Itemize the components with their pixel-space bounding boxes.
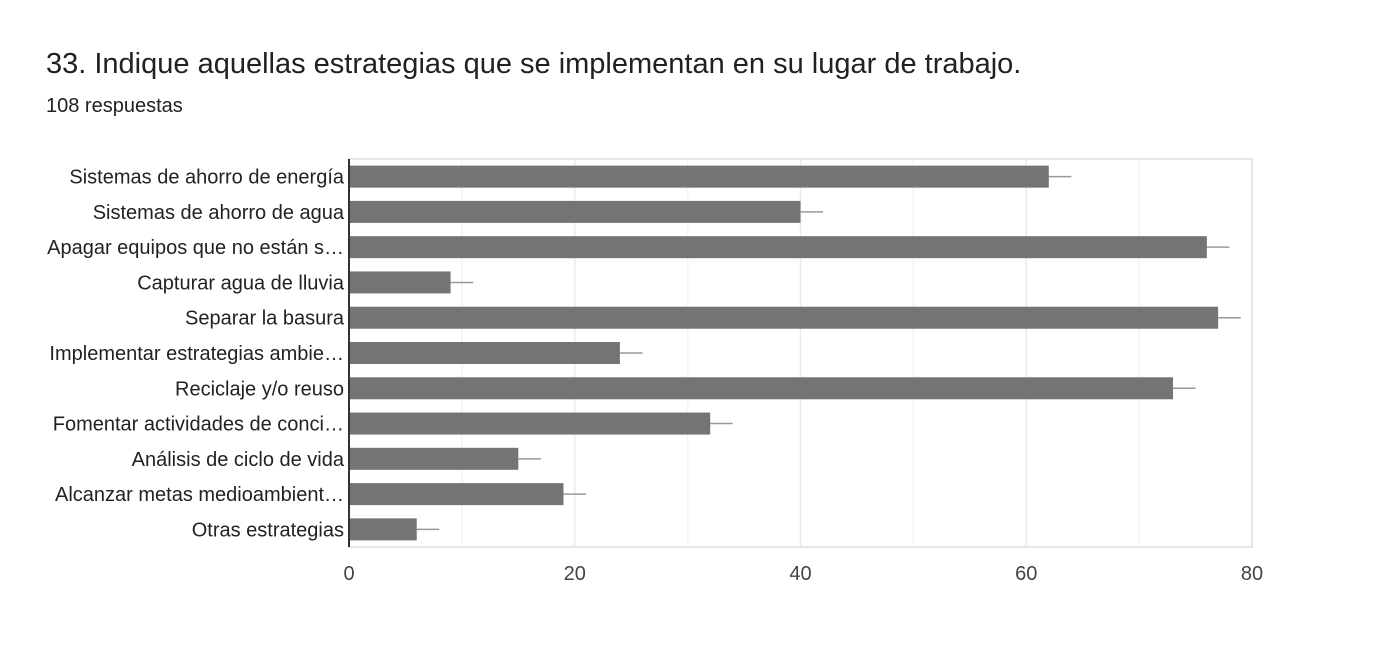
x-axis-ticks: 0 20 40 60 80: [343, 563, 1263, 585]
error-bars: [416, 175, 1241, 531]
category-label: Implementar estrategias ambie…: [49, 343, 344, 365]
bar: [349, 447, 519, 470]
x-tick-label: 80: [1241, 563, 1263, 585]
question-title: 33. Indique aquellas estrategias que se …: [46, 48, 1022, 80]
bar: [349, 377, 1173, 400]
bar: [349, 342, 620, 364]
x-tick-label: 40: [789, 563, 811, 585]
category-label: Alcanzar metas medioambient…: [55, 484, 344, 506]
bar: [349, 271, 451, 294]
x-tick-label: 60: [1015, 563, 1037, 585]
gridlines: [461, 159, 1140, 547]
x-tick-label: 20: [564, 563, 586, 585]
bar: [349, 412, 711, 435]
category-label: Otras estrategias: [192, 519, 344, 541]
category-label: Sistemas de ahorro de energía: [69, 167, 344, 189]
response-count: 108 respuestas: [46, 95, 183, 117]
bar: [349, 200, 801, 223]
category-labels: Sistemas de ahorro de energía Sistemas de…: [47, 167, 345, 542]
category-label: Apagar equipos que no están s…: [47, 237, 344, 259]
bar: [349, 165, 1049, 188]
bars: [349, 165, 1219, 541]
bar: [349, 306, 1219, 329]
x-tick-label: 0: [343, 563, 354, 585]
category-label: Fomentar actividades de conci…: [53, 414, 344, 436]
bar: [349, 483, 564, 506]
category-label: Capturar agua de lluvia: [137, 272, 345, 294]
category-label: Reciclaje y/o reuso: [175, 378, 344, 400]
category-label: Análisis de ciclo de vida: [132, 449, 345, 471]
category-label: Separar la basura: [185, 308, 345, 330]
bar: [349, 236, 1207, 259]
category-label: Sistemas de ahorro de agua: [93, 202, 345, 224]
bar: [349, 518, 417, 541]
